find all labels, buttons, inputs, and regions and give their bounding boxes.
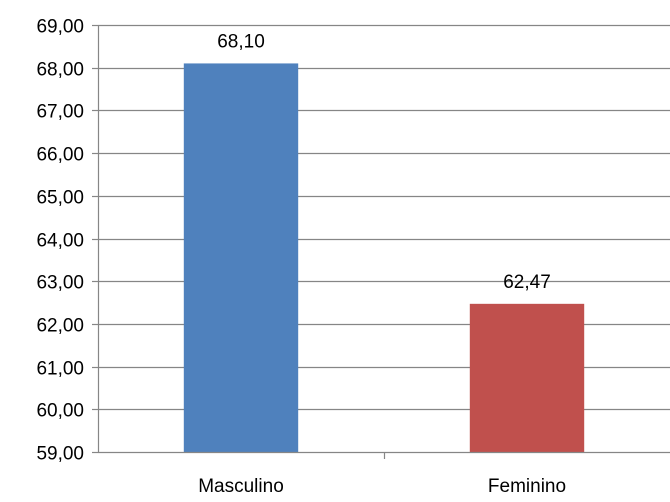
y-tick-label: 65,00 <box>36 188 84 209</box>
y-tick-label: 68,00 <box>36 60 84 81</box>
y-tick-label: 60,00 <box>36 401 84 422</box>
y-tick-labels: 59,00 60,00 61,00 62,00 63,00 64,00 65,00 66,00… <box>36 17 84 465</box>
bars <box>183 63 585 453</box>
category-label: Feminino <box>488 476 566 497</box>
y-tick-label: 64,00 <box>36 231 84 252</box>
y-tick-label: 67,00 <box>36 102 84 123</box>
bar-masculino <box>183 63 299 453</box>
y-tick-label: 61,00 <box>36 359 84 380</box>
y-tick-label: 62,00 <box>36 316 84 337</box>
axes <box>92 24 670 459</box>
category-labels: Masculino Feminino <box>198 476 566 497</box>
data-label: 62,47 <box>503 272 551 293</box>
bar-feminino <box>469 303 585 452</box>
y-tick-label: 59,00 <box>36 444 84 465</box>
category-label: Masculino <box>198 476 284 497</box>
y-tick-label: 63,00 <box>36 273 84 294</box>
data-labels: 68,10 62,47 <box>217 31 551 292</box>
y-tick-label: 69,00 <box>36 17 84 38</box>
y-tick-label: 66,00 <box>36 145 84 166</box>
data-label: 68,10 <box>217 31 265 52</box>
